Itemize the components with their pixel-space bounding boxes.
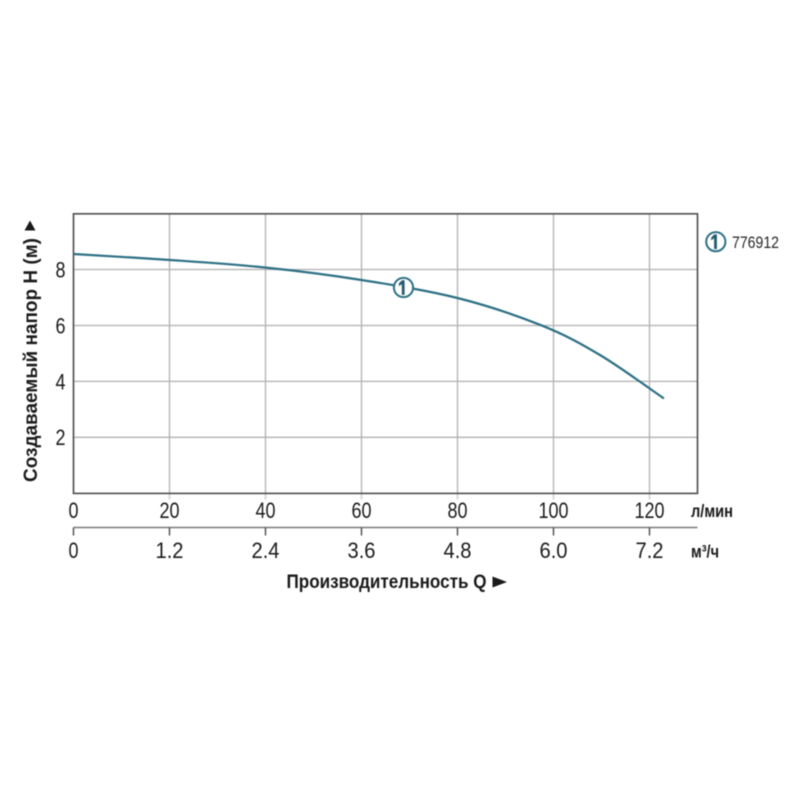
svg-text:4.8: 4.8: [444, 538, 472, 563]
svg-text:Создаваемый напор Н (м): Создаваемый напор Н (м): [20, 238, 42, 482]
svg-text:2: 2: [56, 425, 66, 450]
svg-text:0: 0: [69, 498, 79, 523]
svg-text:м³/ч: м³/ч: [691, 542, 719, 562]
svg-text:8: 8: [56, 257, 66, 282]
svg-text:40: 40: [256, 498, 276, 523]
svg-text:120: 120: [635, 498, 665, 523]
svg-text:3.6: 3.6: [348, 538, 376, 563]
svg-text:776912: 776912: [732, 233, 779, 252]
svg-text:80: 80: [448, 498, 468, 523]
svg-text:4: 4: [56, 369, 66, 394]
svg-text:1.2: 1.2: [156, 538, 184, 563]
svg-text:6: 6: [56, 313, 66, 338]
svg-text:Производительность Q: Производительность Q: [287, 571, 487, 593]
svg-text:2.4: 2.4: [252, 538, 280, 563]
svg-text:100: 100: [539, 498, 569, 523]
svg-text:6.0: 6.0: [540, 538, 568, 563]
svg-text:20: 20: [160, 498, 180, 523]
svg-text:60: 60: [352, 498, 372, 523]
svg-text:7.2: 7.2: [636, 538, 664, 563]
svg-text:0: 0: [69, 538, 79, 563]
svg-text:л/мин: л/мин: [691, 501, 733, 521]
